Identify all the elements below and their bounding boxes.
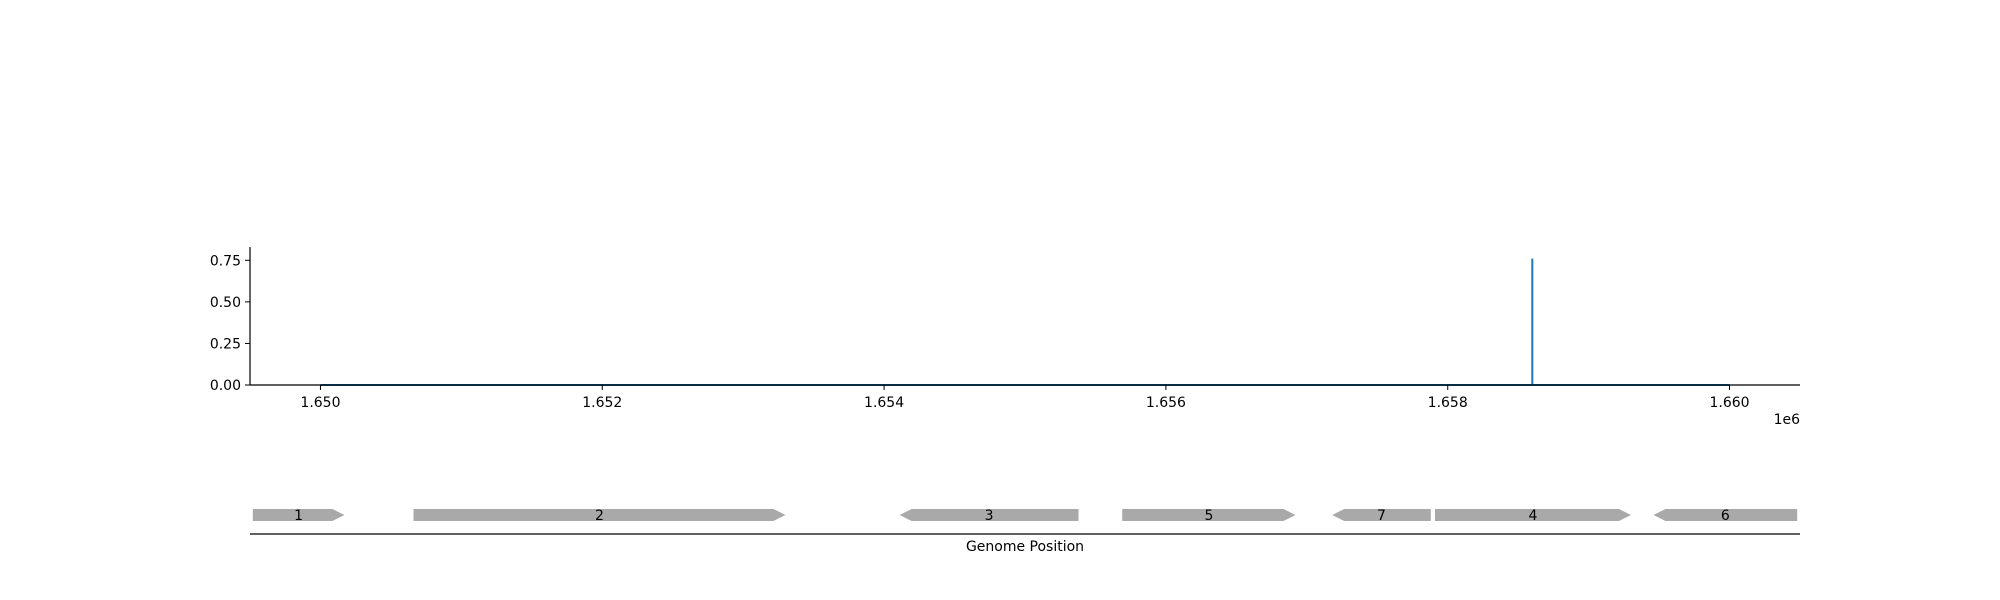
- x-tick-label: 1.650: [300, 395, 340, 411]
- signal-line: [320, 258, 1730, 386]
- gene-arrow: [1332, 509, 1431, 521]
- x-tick-label: 1.656: [1146, 395, 1186, 411]
- gene-label: 6: [1721, 508, 1730, 524]
- gene-arrow: [899, 509, 1079, 521]
- gene-label: 3: [985, 508, 994, 524]
- gene-arrow: [1122, 509, 1296, 521]
- gene-label: 4: [1529, 508, 1538, 524]
- gene-label: 2: [595, 508, 604, 524]
- y-tick-label: 0.50: [210, 295, 241, 311]
- x-tick-label: 1.652: [582, 395, 622, 411]
- gene-arrow: [252, 509, 345, 521]
- signal-plot: 1.650 1.652 1.654 1.656 1.658 1.660 0.00 0.25 0.…: [210, 247, 1800, 428]
- x-tick-label: 1.660: [1709, 395, 1749, 411]
- y-tick-label: 0.75: [210, 253, 241, 269]
- gene-arrow: [1435, 509, 1631, 521]
- gene-axis-label: Genome Position: [966, 539, 1084, 555]
- x-tick-label: 1.654: [864, 395, 904, 411]
- y-tick-label: 0.25: [210, 336, 241, 352]
- gene-arrow: [413, 509, 786, 521]
- gene-arrow: [1653, 509, 1798, 521]
- gene-track: 1 2 3 5 7 4 6 Genome Position: [250, 508, 1800, 555]
- x-tick-label: 1.658: [1428, 395, 1468, 411]
- gene-label: 5: [1204, 508, 1213, 524]
- gene-label: 7: [1377, 508, 1386, 524]
- gene-label: 1: [294, 508, 303, 524]
- y-tick-label: 0.00: [210, 378, 241, 394]
- x-offset-label: 1e6: [1774, 412, 1801, 428]
